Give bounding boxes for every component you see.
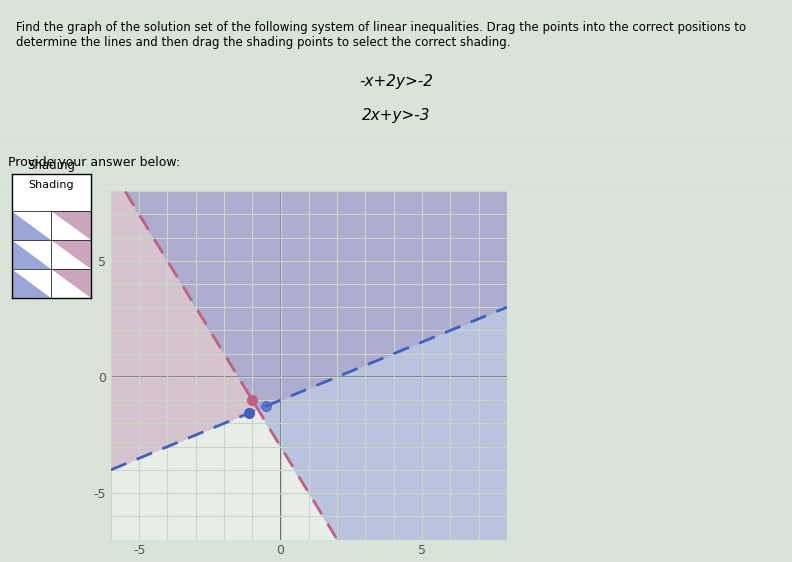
- Polygon shape: [12, 211, 51, 240]
- Polygon shape: [51, 269, 91, 298]
- Polygon shape: [12, 269, 51, 298]
- Polygon shape: [51, 269, 91, 298]
- Text: Shading: Shading: [28, 159, 75, 173]
- Polygon shape: [12, 211, 51, 240]
- Polygon shape: [51, 211, 91, 240]
- Polygon shape: [12, 269, 51, 298]
- Polygon shape: [51, 211, 91, 240]
- Polygon shape: [51, 240, 91, 269]
- Text: Find the graph of the solution set of the following system of linear inequalitie: Find the graph of the solution set of th…: [16, 21, 746, 49]
- Text: Provide your answer below:: Provide your answer below:: [8, 156, 180, 170]
- Text: 2x+y>-3: 2x+y>-3: [362, 108, 430, 123]
- Polygon shape: [51, 240, 91, 269]
- Text: Shading: Shading: [29, 179, 74, 189]
- Polygon shape: [12, 240, 51, 269]
- Polygon shape: [12, 240, 51, 269]
- Text: -x+2y>-2: -x+2y>-2: [359, 74, 433, 89]
